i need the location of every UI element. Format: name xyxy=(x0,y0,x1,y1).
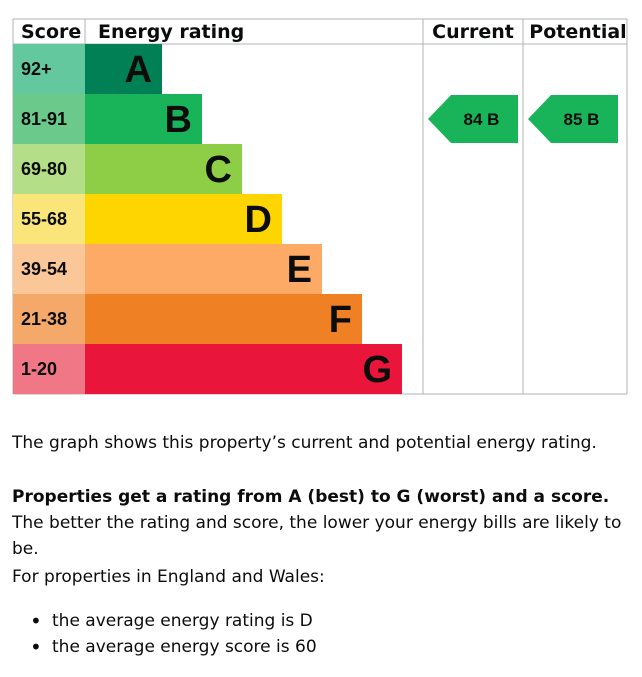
rating-explanation: Properties get a rating from A (best) to… xyxy=(12,484,632,562)
potential-rating-label: 85 B xyxy=(564,110,600,129)
band-bar-g xyxy=(85,344,402,394)
score-cell-a xyxy=(13,44,85,94)
rating-explanation-bold: Properties get a rating from A (best) to… xyxy=(12,487,610,507)
band-letter-b: B xyxy=(165,99,192,141)
score-cell-d xyxy=(13,194,85,244)
england-wales-heading: For properties in England and Wales: xyxy=(12,567,325,587)
score-range-d: 55-68 xyxy=(21,209,67,229)
header-score: Score xyxy=(21,21,81,43)
score-range-e: 39-54 xyxy=(21,259,67,279)
rating-arrows: 84 B 85 B xyxy=(428,95,618,143)
averages-list: the average energy rating is D the avera… xyxy=(12,608,317,660)
band-bar-c xyxy=(85,144,242,194)
potential-arrow xyxy=(528,95,618,143)
band-bar-f xyxy=(85,294,362,344)
graph-description: The graph shows this property’s current … xyxy=(12,433,597,453)
score-cell-f xyxy=(13,294,85,344)
band-bar-e xyxy=(85,244,322,294)
score-range-c: 69-80 xyxy=(21,159,67,179)
score-range-f: 21-38 xyxy=(21,309,67,329)
energy-rating-chart: Score Energy rating Current Potential 92… xyxy=(12,18,628,395)
band-letter-a: A xyxy=(125,49,152,91)
band-letter-e: E xyxy=(287,249,312,291)
current-rating-label: 84 B xyxy=(464,110,500,129)
score-range-b: 81-91 xyxy=(21,109,67,129)
score-cell-g xyxy=(13,344,85,394)
header-potential: Potential xyxy=(529,21,626,43)
current-arrow xyxy=(428,95,518,143)
list-item: the average energy rating is D xyxy=(30,608,317,634)
score-range-g: 1-20 xyxy=(21,359,57,379)
header-energy-rating: Energy rating xyxy=(98,21,244,43)
band-letter-c: C xyxy=(205,149,232,191)
band-letter-g: G xyxy=(362,349,392,391)
score-cell-e xyxy=(13,244,85,294)
header-current: Current xyxy=(432,21,514,43)
score-cell-c xyxy=(13,144,85,194)
score-range-a: 92+ xyxy=(21,59,52,79)
list-item: the average energy score is 60 xyxy=(30,634,317,660)
band-bar-b xyxy=(85,94,202,144)
score-cell-b xyxy=(13,94,85,144)
band-letter-d: D xyxy=(245,199,272,241)
band-bar-a xyxy=(85,44,162,94)
band-letter-f: F xyxy=(329,299,352,341)
rating-bands: 92+ A 81-91 B 69-80 C 55-68 D 39-54 E 21-38 F 1-20 G xyxy=(13,44,402,394)
band-bar-d xyxy=(85,194,282,244)
rating-explanation-rest: The better the rating and score, the low… xyxy=(12,513,622,559)
